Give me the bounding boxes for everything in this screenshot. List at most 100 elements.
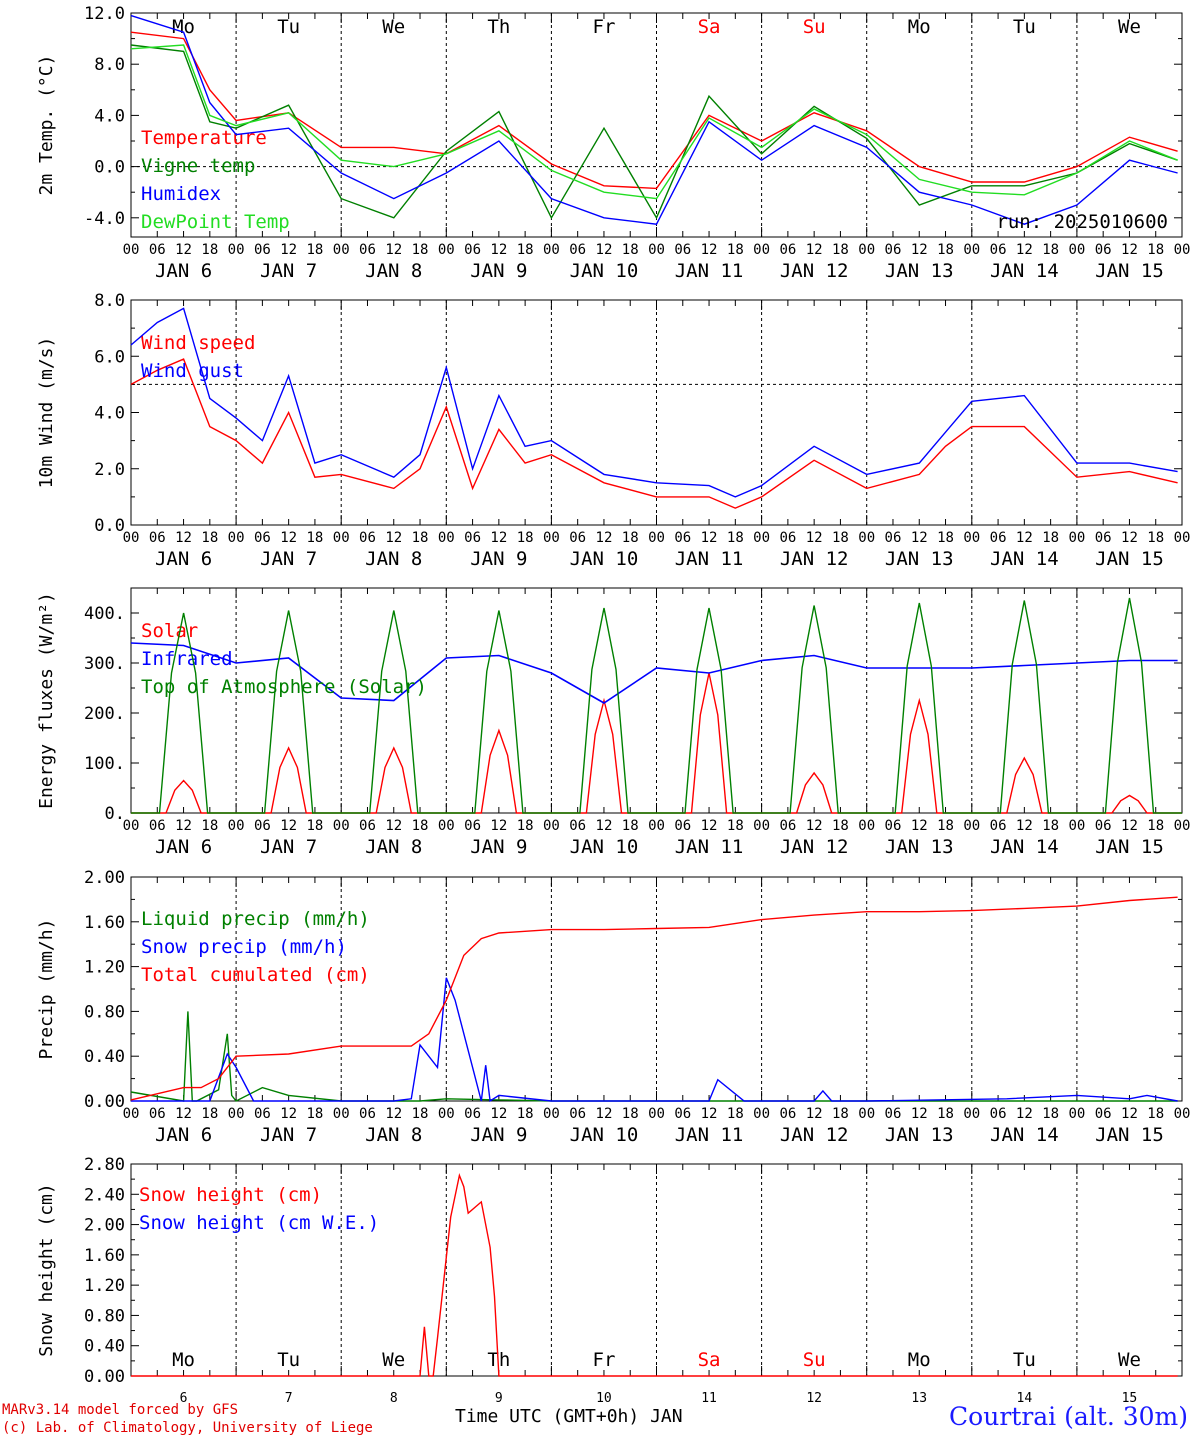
x-day-label: JAN 6: [155, 548, 212, 570]
x-day-label: JAN 11: [675, 260, 744, 282]
x-hour-label: 00: [753, 242, 770, 258]
x-hour-label: 18: [832, 242, 849, 258]
y-tick-label: 0.0: [94, 158, 125, 178]
x-day-label: JAN 13: [885, 836, 954, 858]
x-hour-label: 12: [385, 1106, 402, 1122]
weekday-label: Mo: [908, 1349, 931, 1371]
y-tick-label: 0.40: [84, 1337, 125, 1357]
legend-entry: Liquid precip (mm/h): [141, 908, 370, 930]
x-hour-label: 18: [727, 818, 744, 834]
weekday-label: Fr: [593, 1349, 616, 1371]
x-hour-label: 18: [517, 818, 534, 834]
weekday-label: Su: [803, 1349, 826, 1371]
x-hour-label: 06: [569, 818, 586, 834]
x-hour-label: 06: [359, 242, 376, 258]
x-hour-label: 12: [701, 242, 718, 258]
x-hour-label: 18: [937, 818, 954, 834]
x-hour-label: 18: [1147, 242, 1164, 258]
x-hour-label: 00: [648, 818, 665, 834]
x-hour-label: 00: [228, 242, 245, 258]
x-hour-label: 00: [333, 530, 350, 546]
x-hour-label: 06: [885, 242, 902, 258]
x-hour-label: 18: [412, 530, 429, 546]
x-day-label: JAN 10: [570, 1124, 639, 1146]
x-day-label: JAN 8: [365, 1124, 422, 1146]
x-hour-label: 06: [359, 818, 376, 834]
series-line-1: [130, 31, 1178, 190]
x-hour-label: 12: [1121, 530, 1138, 546]
x-hour-label: 12: [806, 242, 823, 258]
x-hour-label: 06: [569, 1106, 586, 1122]
x-hour-label: 12: [596, 1106, 613, 1122]
weekday-label: We: [1118, 1349, 1141, 1371]
x-hour-label: 18: [517, 530, 534, 546]
x-hour-label: 06: [254, 530, 271, 546]
x-hour-label: 06: [254, 818, 271, 834]
x-hour-label: 12: [1121, 818, 1138, 834]
y-tick-label: -4.0: [84, 209, 125, 229]
x-hour-label: 18: [832, 530, 849, 546]
x-hour-label: 00: [648, 530, 665, 546]
x-hour-label: 18: [832, 1106, 849, 1122]
x-hour-label: 12: [806, 1106, 823, 1122]
x-day-label: 9: [495, 1391, 503, 1406]
x-hour-label: 18: [937, 1106, 954, 1122]
x-hour-label: 00: [1068, 818, 1085, 834]
legend-entry: Solar: [141, 620, 198, 642]
footer-credit-text: (c) Lab. of Climatology, University of L…: [2, 1420, 373, 1436]
x-hour-label: 12: [596, 242, 613, 258]
x-day-label: JAN 7: [260, 1124, 317, 1146]
x-day-label: JAN 15: [1095, 548, 1164, 570]
x-hour-label: 18: [306, 242, 323, 258]
x-hour-label: 12: [596, 818, 613, 834]
series-line-2: [131, 977, 1178, 1103]
x-day-label: JAN 14: [990, 548, 1059, 570]
series-line-2: [130, 44, 1178, 220]
x-hour-label: 06: [464, 530, 481, 546]
x-day-label: JAN 14: [990, 836, 1059, 858]
x-hour-label: 06: [885, 1106, 902, 1122]
x-hour-label: 00: [753, 818, 770, 834]
y-tick-label: 0.80: [84, 1002, 125, 1022]
weekday-label: Tu: [277, 16, 300, 38]
x-hour-label: 12: [385, 530, 402, 546]
x-hour-label: 06: [254, 242, 271, 258]
x-hour-label: 18: [306, 818, 323, 834]
x-hour-label: 18: [622, 1106, 639, 1122]
x-hour-label: 00: [438, 818, 455, 834]
x-day-label: 6: [180, 1391, 188, 1406]
y-tick-label: 4.0: [94, 404, 125, 424]
y-tick-label: 4.0: [94, 106, 125, 126]
x-day-label: JAN 14: [990, 1124, 1059, 1146]
weekday-label: Th: [487, 1349, 510, 1371]
x-day-label: JAN 14: [990, 260, 1059, 282]
x-hour-label: 12: [596, 530, 613, 546]
x-hour-label: 18: [201, 242, 218, 258]
y-axis-label: 2m Temp. (°C): [36, 55, 57, 196]
x-hour-label: 06: [464, 818, 481, 834]
x-day-label: JAN 12: [780, 836, 849, 858]
x-hour-label: 12: [175, 818, 192, 834]
y-tick-label: 0.: [105, 804, 125, 824]
x-hour-label: 00: [123, 818, 140, 834]
x-day-label: JAN 12: [780, 260, 849, 282]
x-hour-label: 12: [1016, 1106, 1033, 1122]
x-hour-label: 06: [990, 530, 1007, 546]
legend-entry: Total cumulated (cm): [141, 964, 370, 986]
x-hour-label: 06: [990, 1106, 1007, 1122]
x-hour-label: 06: [569, 242, 586, 258]
legend-entry: Wind speed: [141, 332, 255, 354]
x-hour-label: 12: [385, 242, 402, 258]
x-axis-title: Time UTC (GMT+0h) JAN: [455, 1406, 683, 1427]
x-hour-label: 18: [727, 530, 744, 546]
x-hour-label: 06: [359, 530, 376, 546]
x-hour-label: 00: [753, 530, 770, 546]
panel-3: 0. 100. 200. 300. 400. Energy fluxes (W/m²) 00…: [36, 587, 1190, 858]
x-hour-label: 00: [963, 242, 980, 258]
location-label: Courtrai (alt. 30m): [949, 1402, 1188, 1431]
panel-2: 0.0 2.0 4.0 6.0 8.0 10m Wind (m/s) 00 06 12 18 00 0…: [36, 291, 1190, 570]
x-hour-label: 00: [543, 242, 560, 258]
weekday-label: Th: [487, 16, 510, 38]
x-hour-label: 00: [228, 1106, 245, 1122]
x-hour-label: 06: [674, 1106, 691, 1122]
